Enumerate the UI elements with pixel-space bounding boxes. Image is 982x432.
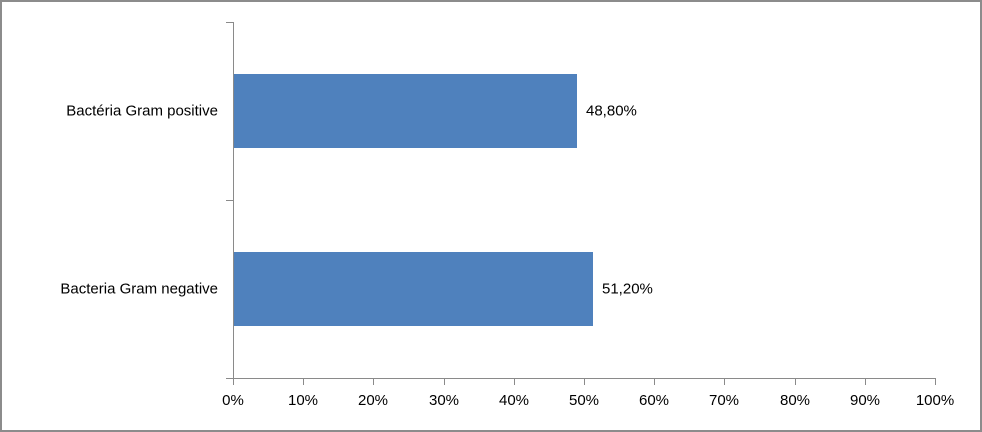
x-axis-tick: [303, 379, 304, 385]
x-axis-line: [233, 378, 936, 379]
x-axis-tick-label: 90%: [849, 392, 881, 409]
x-axis-tick: [233, 379, 234, 385]
bar: [234, 252, 593, 326]
x-axis-tick: [935, 379, 936, 385]
x-axis-tick-label: 10%: [287, 392, 319, 409]
x-axis-tick-label: 100%: [915, 392, 955, 409]
bar-data-label: 51,20%: [602, 280, 653, 298]
x-axis-tick: [514, 379, 515, 385]
x-axis-tick: [373, 379, 374, 385]
x-axis-tick: [654, 379, 655, 385]
category-tick: [226, 378, 233, 379]
category-label: Bacteria Gram negative: [60, 280, 218, 298]
x-axis-tick-label: 0%: [222, 392, 244, 409]
x-axis-tick: [724, 379, 725, 385]
x-axis-tick: [795, 379, 796, 385]
x-axis-tick-label: 30%: [428, 392, 460, 409]
x-axis-tick: [865, 379, 866, 385]
category-label: Bactéria Gram positive: [66, 102, 218, 120]
x-axis-tick-label: 20%: [357, 392, 389, 409]
x-axis-tick-label: 40%: [498, 392, 530, 409]
bar: [234, 74, 577, 148]
x-axis-tick: [444, 379, 445, 385]
category-tick: [226, 22, 233, 23]
category-tick: [226, 200, 233, 201]
x-axis-tick-label: 50%: [568, 392, 600, 409]
x-axis-tick: [584, 379, 585, 385]
x-axis-tick-label: 60%: [638, 392, 670, 409]
x-axis-tick-label: 80%: [779, 392, 811, 409]
x-axis-tick-label: 70%: [708, 392, 740, 409]
bar-data-label: 48,80%: [586, 102, 637, 120]
y-axis-line: [233, 22, 234, 379]
